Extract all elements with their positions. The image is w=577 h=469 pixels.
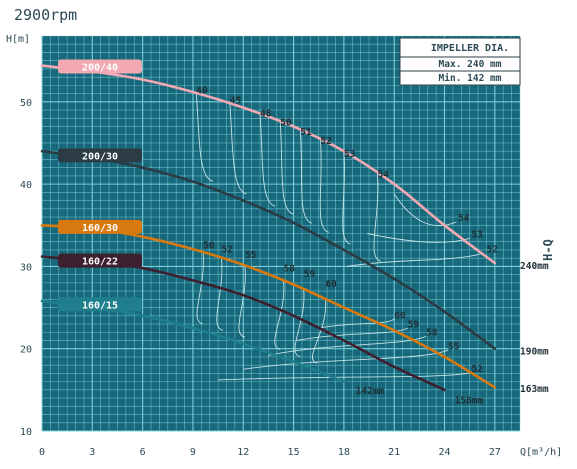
efficiency-label: 60 — [325, 279, 337, 290]
efficiency-label: 40 — [196, 86, 208, 97]
series-badge-label: 160/15 — [82, 300, 118, 311]
y-tick-label: 10 — [20, 427, 32, 438]
series-badge-label: 200/40 — [82, 62, 118, 73]
x-tick-label: 0 — [39, 447, 45, 458]
efficiency-contour — [373, 173, 381, 262]
efficiency-label: 50 — [203, 240, 215, 251]
efficiency-label: 48 — [260, 109, 272, 120]
efficiency-contour — [393, 193, 457, 227]
series-badge — [58, 148, 142, 163]
impeller-box: IMPELLER DIA. Max. 240 mm Min. 142 mm — [399, 37, 521, 86]
x-tick-label: 15 — [288, 447, 300, 458]
x-tick-label: 6 — [140, 447, 146, 458]
efficiency-contour — [367, 233, 470, 243]
x-tick-label: 3 — [89, 447, 95, 458]
efficiency-contour — [196, 252, 204, 325]
x-tick-label: 27 — [489, 447, 501, 458]
efficiency-label: 53 — [344, 149, 356, 160]
series-line-200-40 — [40, 64, 497, 265]
efficiency-contour — [319, 139, 329, 233]
efficiency-label: 53 — [471, 230, 483, 241]
efficiency-contour — [229, 103, 247, 195]
efficiency-label: 52 — [221, 244, 232, 255]
efficiency-contour — [218, 372, 472, 381]
efficiency-contour — [259, 113, 276, 207]
efficiency-contour — [243, 349, 449, 370]
efficiency-contour — [294, 289, 305, 357]
series-badge-label: 160/30 — [82, 223, 118, 234]
y-tick-label: 50 — [20, 98, 32, 109]
efficiency-label: 54 — [377, 170, 389, 181]
efficiency-contour — [342, 151, 351, 245]
side-label: H-Q — [541, 239, 555, 261]
efficiency-label: 52 — [471, 364, 482, 375]
efficiency-contour — [238, 265, 246, 338]
series-badge-label: 200/30 — [82, 151, 118, 162]
tick-labels: 0 3 6 9 12 15 18 21 24 27 10 20 30 40 50 — [20, 98, 501, 458]
efficiency-curves — [195, 92, 484, 381]
x-tick-label: 18 — [338, 447, 350, 458]
series-labels: 200/40 240mm 200/30 190mm 160/30 163mm 160/22 1… — [58, 59, 549, 407]
series-badge — [58, 297, 142, 312]
efficiency-label: 58 — [284, 263, 296, 274]
series-end-label: 158mm — [455, 396, 484, 407]
efficiency-label: 51 — [300, 127, 312, 138]
series-end-label: 142mm — [356, 386, 385, 397]
y-tick-label: 40 — [20, 180, 32, 191]
series-badge-label: 160/22 — [82, 257, 118, 268]
efficiency-label: 59 — [408, 319, 420, 330]
x-tick-label: 9 — [190, 447, 196, 458]
efficiency-label: 50 — [280, 118, 292, 129]
chart-title: 2900rpm — [14, 6, 77, 24]
y-axis-label: H[m] — [6, 34, 30, 45]
efficiency-label: 55 — [448, 342, 460, 353]
y-tick-label: 20 — [20, 345, 32, 356]
impeller-box-min: Min. 142 mm — [439, 73, 502, 84]
efficiency-contour — [312, 299, 327, 364]
series-badge — [58, 253, 142, 268]
series-end-label: 163mm — [520, 384, 549, 395]
x-tick-label: 12 — [237, 447, 249, 458]
efficiency-label: 59 — [304, 269, 316, 280]
efficiency-contour — [296, 327, 408, 341]
efficiency-label: 54 — [458, 213, 470, 224]
efficiency-contour — [347, 252, 484, 267]
x-tick-label: 24 — [439, 447, 451, 458]
efficiency-label: 45 — [230, 95, 242, 106]
efficiency-contour — [268, 335, 427, 356]
efficiency-contour — [195, 92, 214, 182]
y-tick-label: 30 — [20, 262, 32, 273]
efficiency-label: 52 — [486, 244, 497, 255]
x-tick-label: 21 — [388, 447, 400, 458]
series-end-label: 190mm — [520, 346, 549, 357]
efficiency-label: 58 — [426, 328, 438, 339]
series-badge — [58, 219, 142, 234]
impeller-box-max: Max. 240 mm — [439, 59, 502, 70]
efficiency-contour — [279, 121, 294, 215]
efficiency-contour — [318, 318, 395, 329]
efficiency-label: 52 — [320, 136, 331, 147]
series-badge — [58, 59, 142, 74]
efficiency-label: 55 — [245, 250, 257, 261]
efficiency-label: 60 — [394, 310, 406, 321]
impeller-box-title: IMPELLER DIA. — [431, 43, 509, 54]
efficiency-contour — [216, 257, 224, 331]
x-axis-label: Q[m³/h] — [520, 447, 562, 458]
efficiency-contour — [299, 129, 313, 224]
efficiency-contour — [274, 280, 285, 350]
series-end-label: 240mm — [520, 261, 549, 272]
